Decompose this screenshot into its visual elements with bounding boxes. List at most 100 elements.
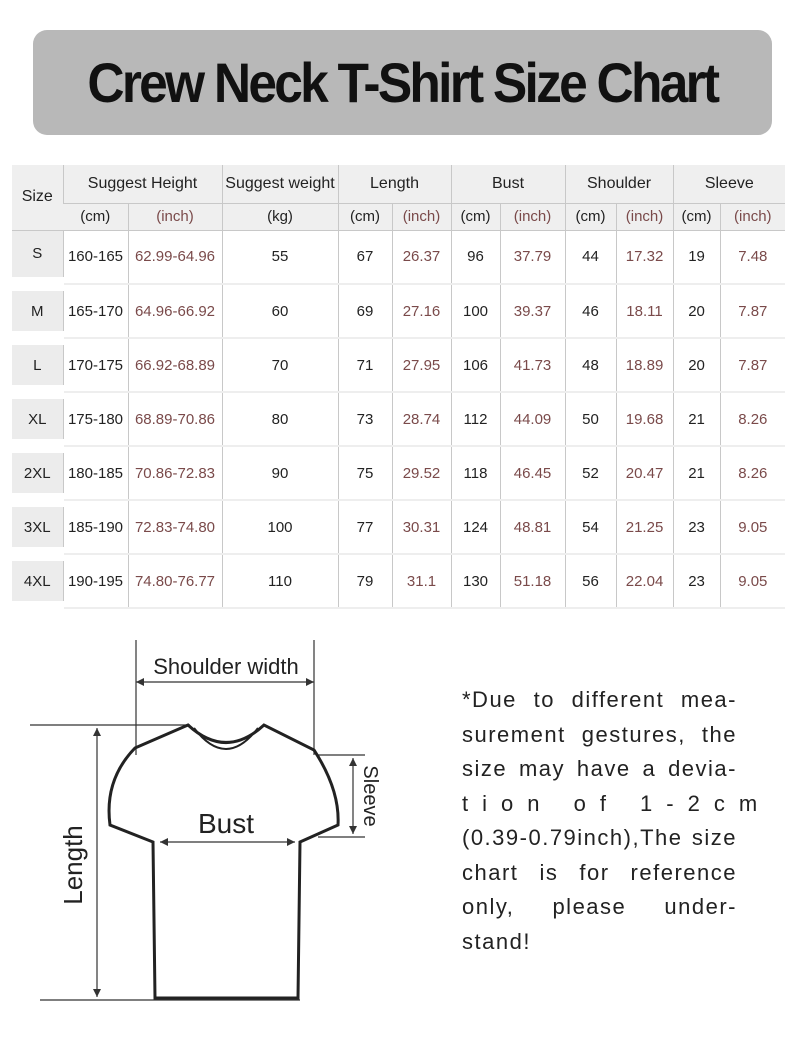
unit-header: (inch) (499, 203, 566, 231)
unit-header: (kg) (221, 203, 338, 231)
header-size: Size (12, 165, 63, 231)
value-cell: 8.26 (719, 392, 786, 447)
value-cell: 70 (221, 338, 338, 393)
size-table: Size Suggest Height Suggest weight Lengt… (12, 165, 786, 615)
value-cell: 30.31 (391, 500, 451, 555)
unit-header: (cm) (564, 203, 617, 231)
value-cell: 50 (564, 392, 617, 447)
value-cell: 79 (337, 554, 392, 609)
value-cell: 20 (672, 284, 721, 339)
value-cell: 22.04 (615, 554, 674, 609)
header-length: Length (337, 165, 451, 204)
value-cell: 72.83-74.80 (127, 500, 222, 555)
header-sleeve: Sleeve (672, 165, 786, 204)
value-cell: 48 (564, 338, 617, 393)
value-cell: 75 (337, 446, 392, 501)
value-cell: 190-195 (62, 554, 128, 609)
value-cell: 96 (450, 230, 500, 285)
value-cell: 27.95 (391, 338, 451, 393)
size-cell: S (12, 230, 63, 291)
value-cell: 20 (672, 338, 721, 393)
value-cell: 100 (450, 284, 500, 339)
value-cell: 110 (221, 554, 338, 609)
value-cell: 73 (337, 392, 392, 447)
tshirt-outline-icon (107, 723, 340, 1000)
value-cell: 28.74 (391, 392, 451, 447)
table-row: 3XL 185-190 72.83-74.80 100 77 30.31 124 48.81 5… (12, 500, 786, 561)
value-cell: 51.18 (499, 554, 566, 609)
value-cell: 62.99-64.96 (127, 230, 222, 285)
unit-header: (cm) (63, 203, 128, 231)
value-cell: 70.86-72.83 (127, 446, 222, 501)
value-cell: 67 (337, 230, 392, 285)
unit-header: (cm) (337, 203, 392, 231)
value-cell: 48.81 (499, 500, 566, 555)
value-cell: 180-185 (62, 446, 128, 501)
value-cell: 7.87 (719, 338, 786, 393)
value-cell: 9.05 (719, 554, 786, 609)
value-cell: 21.25 (615, 500, 674, 555)
value-cell: 54 (564, 500, 617, 555)
value-cell: 37.79 (499, 230, 566, 285)
unit-header: (cm) (672, 203, 721, 231)
value-cell: 17.32 (615, 230, 674, 285)
note-line: tion of 1-2cm (462, 790, 772, 816)
value-cell: 68.89-70.86 (127, 392, 222, 447)
table-row: XL 175-180 68.89-70.86 80 73 28.74 112 44.09 50 1… (12, 392, 786, 453)
size-cell: 4XL (12, 554, 63, 615)
size-cell: M (12, 284, 63, 345)
value-cell: 18.11 (615, 284, 674, 339)
value-cell: 21 (672, 392, 721, 447)
length-label: Length (58, 825, 88, 905)
header-weight: Suggest weight (221, 165, 338, 204)
value-cell: 124 (450, 500, 500, 555)
value-cell: 19.68 (615, 392, 674, 447)
measurement-note: *Due to different mea-surement gestures,… (462, 683, 772, 959)
value-cell: 77 (337, 500, 392, 555)
value-cell: 170-175 (62, 338, 128, 393)
value-cell: 31.1 (391, 554, 451, 609)
unit-header: (cm) (450, 203, 500, 231)
value-cell: 56 (564, 554, 617, 609)
table-row: M 165-170 64.96-66.92 60 69 27.16 100 39.37 46 18… (12, 284, 786, 345)
unit-header: (inch) (719, 203, 786, 231)
value-cell: 74.80-76.77 (127, 554, 222, 609)
header-height: Suggest Height (62, 165, 222, 204)
header-bust: Bust (450, 165, 566, 204)
value-cell: 69 (337, 284, 392, 339)
page-title: Crew Neck T-Shirt Size Chart (87, 51, 721, 114)
value-cell: 165-170 (62, 284, 128, 339)
value-cell: 18.89 (615, 338, 674, 393)
value-cell: 185-190 (62, 500, 128, 555)
note-line: surement gestures, the (462, 721, 737, 747)
value-cell: 66.92-68.89 (127, 338, 222, 393)
value-cell: 55 (221, 230, 338, 285)
value-cell: 26.37 (391, 230, 451, 285)
value-cell: 90 (221, 446, 338, 501)
value-cell: 112 (450, 392, 500, 447)
value-cell: 118 (450, 446, 500, 501)
value-cell: 80 (221, 392, 338, 447)
value-cell: 27.16 (391, 284, 451, 339)
value-cell: 23 (672, 500, 721, 555)
sleeve-label: Sleeve (359, 765, 381, 826)
value-cell: 46.45 (499, 446, 566, 501)
value-cell: 39.37 (499, 284, 566, 339)
value-cell: 21 (672, 446, 721, 501)
note-line: size may have a devia- (462, 756, 737, 781)
note-line: stand! (462, 928, 531, 954)
value-cell: 60 (221, 284, 338, 339)
value-cell: 130 (450, 554, 500, 609)
note-line: only, please under- (462, 894, 737, 919)
shoulder-width-label: Shoulder width (153, 654, 299, 679)
value-cell: 29.52 (391, 446, 451, 501)
value-cell: 100 (221, 500, 338, 555)
value-cell: 44.09 (499, 392, 566, 447)
unit-header: (inch) (391, 203, 451, 231)
value-cell: 175-180 (62, 392, 128, 447)
unit-header: (inch) (615, 203, 674, 231)
table-row: 2XL 180-185 70.86-72.83 90 75 29.52 118 46.45 52… (12, 446, 786, 507)
value-cell: 106 (450, 338, 500, 393)
value-cell: 23 (672, 554, 721, 609)
size-cell: 3XL (12, 500, 63, 561)
